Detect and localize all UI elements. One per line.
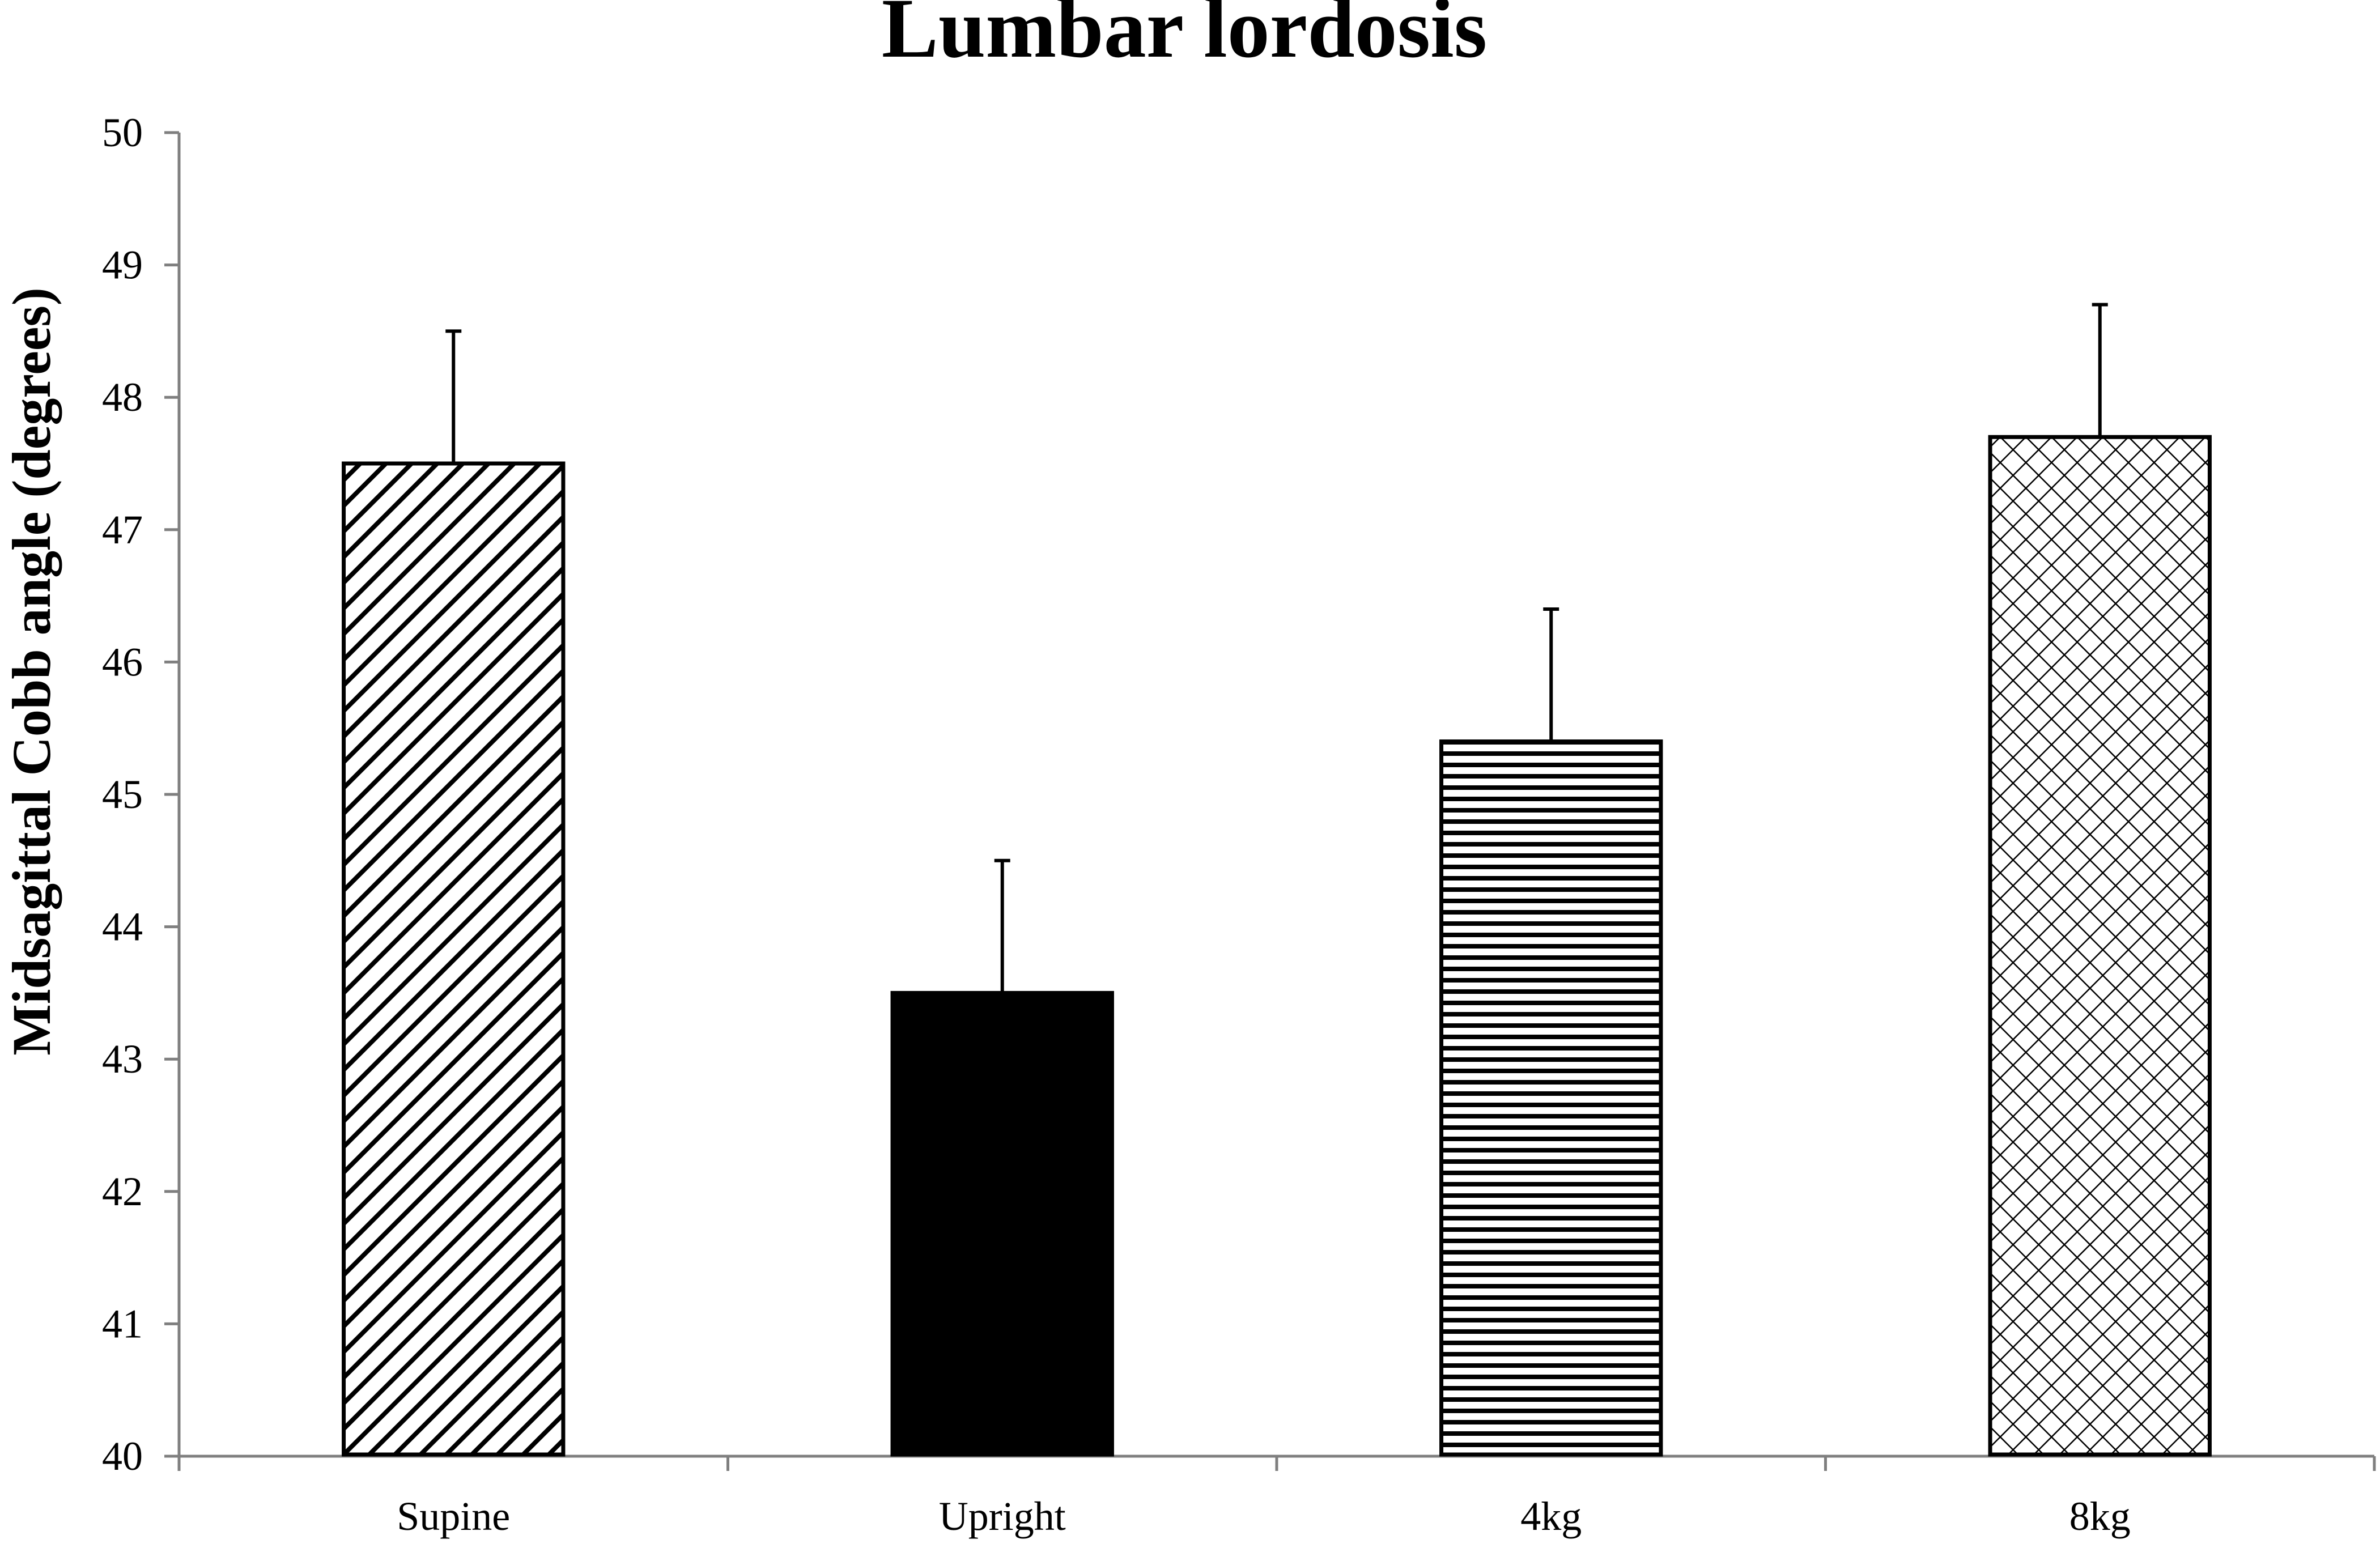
bar-supine [342,461,566,1457]
x-tick-label: 8kg [2069,1494,2131,1539]
bars [342,435,2212,1457]
y-tick-label: 49 [102,243,143,288]
y-tick-label: 45 [102,772,143,817]
x-tick-label: Upright [939,1494,1066,1539]
y-tick-label: 46 [102,639,143,684]
y-tick-label: 50 [102,110,143,155]
y-tick-label: 40 [102,1434,143,1479]
bar-4kg [1439,739,1663,1457]
error-bars [445,303,2108,993]
x-ticks [177,1456,2376,1471]
y-ticks: 40 41 42 43 44 45 46 47 48 49 50 [102,110,179,1479]
bar-8kg [1988,435,2212,1457]
y-tick-label: 47 [102,507,143,552]
category-labels: Supine Upright 4kg 8kg [397,1494,2131,1539]
x-tick-label: 4kg [1520,1494,1582,1539]
chart-title: Lumbar lordosis [882,0,1487,75]
bar-upright [890,990,1114,1457]
y-tick-label: 41 [102,1301,143,1346]
y-tick-label: 44 [102,904,143,950]
y-tick-label: 42 [102,1169,143,1214]
y-tick-label: 48 [102,375,143,420]
x-tick-label: Supine [397,1494,510,1539]
y-tick-label: 43 [102,1036,143,1082]
y-axis-label: Midsagittal Cobb angle (degrees) [1,287,62,1055]
